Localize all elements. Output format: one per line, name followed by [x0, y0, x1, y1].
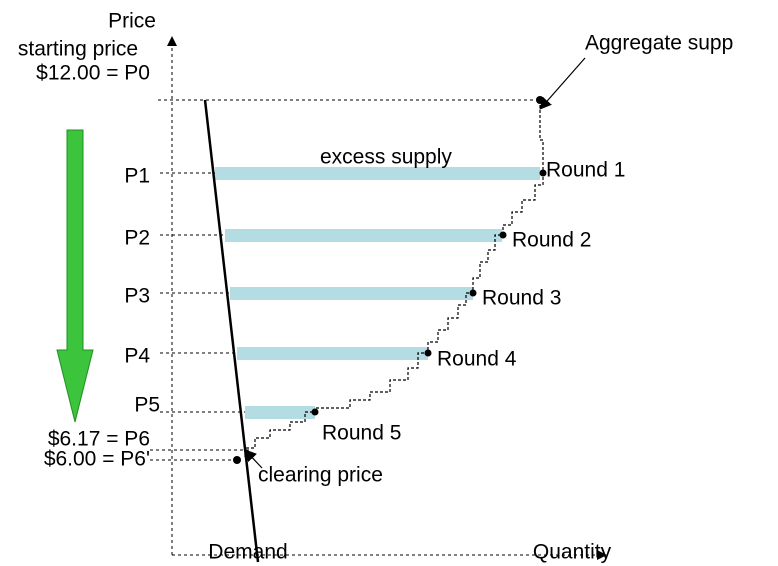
- price-label: P1: [124, 165, 150, 188]
- supply-curve: [244, 100, 544, 458]
- excess-bar: [225, 229, 502, 242]
- demand-label: Demand: [208, 541, 287, 564]
- excess-bar: [237, 347, 428, 360]
- round-label: Round 4: [437, 348, 517, 371]
- final-price-label: $6.00 = P6': [44, 448, 150, 471]
- price-label: P5: [134, 394, 160, 417]
- price-label: P3: [124, 285, 150, 308]
- round-points: [233, 96, 547, 464]
- round-label: Round 1: [546, 159, 625, 182]
- start-label: $12.00 = P0: [36, 62, 150, 85]
- start-caption: starting price: [18, 38, 138, 61]
- price-label: P4: [124, 345, 150, 368]
- round-label: Round 5: [322, 422, 401, 445]
- y-label: Price: [108, 10, 156, 33]
- demand-line: [203, 99, 260, 563]
- excess-bar: [245, 406, 315, 419]
- final-price-label: $6.17 = P6: [48, 428, 150, 451]
- round-label: Round 2: [512, 229, 591, 252]
- clearing-pointer: [244, 449, 263, 469]
- x-label: Quantity: [533, 541, 612, 564]
- excess-bar: [230, 287, 473, 300]
- round-label: Round 3: [482, 287, 561, 310]
- supply-pointer: [539, 57, 586, 110]
- price-arrow: [56, 129, 94, 423]
- excess-bar: [215, 167, 540, 180]
- supply-label: Aggregate supp: [585, 32, 733, 55]
- excess-label: excess supply: [320, 146, 452, 169]
- clearing-label: clearing price: [258, 464, 383, 487]
- price-label: P2: [124, 227, 150, 250]
- price-levels: [150, 99, 540, 461]
